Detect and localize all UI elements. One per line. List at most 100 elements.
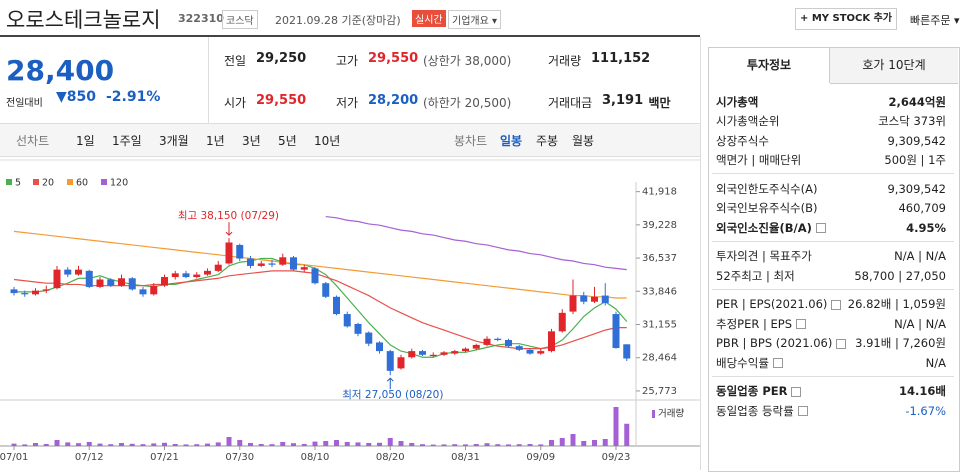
candle-body <box>161 277 168 286</box>
candle-body <box>386 351 394 371</box>
company-label: 기업개요 <box>452 16 489 27</box>
my-stock-button[interactable]: + MY STOCK 추가 <box>795 8 897 30</box>
side-label-wrap: 동일업종 등락률 <box>716 403 808 419</box>
candle-body <box>537 351 545 354</box>
quote-value: 3,191 <box>602 93 644 108</box>
candle-body <box>548 331 555 352</box>
candle-body <box>171 273 179 278</box>
side-label: PER | EPS(2021.06) <box>716 297 828 311</box>
candle-body <box>591 296 598 302</box>
chart-tab[interactable]: 5년 <box>278 134 297 148</box>
candle-body <box>429 354 437 357</box>
side-value: 9,309,542 <box>887 133 946 148</box>
chart-tab[interactable]: 월봉 <box>572 134 595 148</box>
side-row: 외국인소진율(B/A) 4.95% <box>716 218 946 237</box>
volume-bar <box>280 442 286 446</box>
side-label-wrap: 투자의견 | 목표주가 <box>716 248 812 264</box>
volume-bar <box>205 443 210 446</box>
side-label: 외국인보유주식수(B) <box>716 201 818 215</box>
chart-tab[interactable]: 10년 <box>314 134 341 148</box>
quote-label: 시가 <box>224 96 247 110</box>
chart-tab[interactable]: 1년 <box>206 134 225 148</box>
chart-tab[interactable]: 주봉 <box>536 134 559 148</box>
side-label: 동일업종 PER <box>716 384 788 398</box>
change-value: 850 <box>66 89 97 105</box>
candle-body <box>365 332 373 344</box>
side-label: 배당수익률 <box>716 355 769 370</box>
volume-bar <box>151 443 157 446</box>
x-tick-label: 07/21 <box>150 452 179 463</box>
annotation-arrow <box>386 377 394 390</box>
candle-body <box>451 351 459 354</box>
candle-body <box>601 295 609 303</box>
help-icon[interactable] <box>797 406 808 416</box>
volume-bar <box>22 444 28 446</box>
help-icon[interactable] <box>831 299 842 310</box>
side-label: 액면가 | 매매단위 <box>716 153 802 167</box>
candle-body <box>623 344 631 359</box>
candle-body <box>75 269 82 275</box>
chart-tab[interactable]: 3년 <box>242 134 261 148</box>
candle-body <box>268 263 276 265</box>
side-rule <box>712 240 954 242</box>
side-value: N/A | N/A <box>894 316 946 331</box>
help-icon[interactable] <box>815 223 826 233</box>
candle-body <box>247 258 254 266</box>
help-icon[interactable] <box>791 386 802 397</box>
quote-value: 29,250 <box>256 51 307 66</box>
legend-label: 60 <box>76 178 88 189</box>
volume-bar <box>269 444 275 446</box>
volume-bar <box>430 444 436 446</box>
quote-label: 거래대금 <box>548 96 593 110</box>
stock-name: 오로스테크놀로지 <box>6 8 161 32</box>
volume-bar <box>516 444 522 446</box>
side-row: 외국인한도주식수(A) 9,309,542 <box>716 179 946 198</box>
side-row: 상장주식수 9,309,542 <box>716 131 946 150</box>
chart-tab[interactable]: 3개월 <box>159 134 189 148</box>
volume-bar <box>602 439 608 446</box>
quick-order[interactable]: 빠른주문 ▾ <box>910 14 960 27</box>
volume-bar <box>248 443 253 446</box>
side-label-wrap: 액면가 | 매매단위 <box>716 152 801 168</box>
realtime-badge[interactable]: 실시간 <box>412 10 446 27</box>
side-value: 2,644억원 <box>888 94 946 109</box>
company-button[interactable]: 기업개요 ▾ <box>448 10 502 29</box>
side-tab[interactable]: 투자정보 <box>709 48 830 83</box>
side-label: 투자의견 | 목표주가 <box>716 249 812 263</box>
chart-tab[interactable]: 일봉 <box>500 134 523 148</box>
volume-bar <box>377 442 382 446</box>
side-value: N/A <box>925 355 946 370</box>
help-icon[interactable] <box>796 319 807 329</box>
candle-body <box>494 338 502 340</box>
side-label-wrap: 시가총액 <box>716 94 758 110</box>
candle-body <box>462 348 469 352</box>
volume-bar <box>97 443 103 446</box>
side-label: 시가총액 <box>716 94 759 109</box>
candle-body <box>580 295 588 302</box>
side-tab[interactable]: 호가 10단계 <box>830 48 958 84</box>
candle-body <box>300 267 308 270</box>
help-icon[interactable] <box>772 358 783 368</box>
change-label: 전일대비 <box>6 98 43 109</box>
side-row: 배당수익률 N/A <box>716 353 946 372</box>
candle-body <box>311 268 319 284</box>
candle-body <box>290 257 297 270</box>
volume-bar <box>226 437 232 446</box>
volume-bar <box>162 442 167 446</box>
side-row: 52주최고 | 최저 58,700 | 27,050 <box>716 266 946 285</box>
side-value: 코스닥 373위 <box>878 114 946 128</box>
side-label-wrap: 52주최고 | 최저 <box>716 268 795 284</box>
volume-bar <box>355 442 361 446</box>
legend-swatch <box>33 179 39 185</box>
volume-bar <box>183 444 189 446</box>
side-value: N/A | N/A <box>894 249 946 263</box>
y-tick-label: 36,537 <box>642 253 677 264</box>
help-icon[interactable] <box>836 338 847 349</box>
ma-line <box>13 230 627 299</box>
quote-label: 저가 <box>336 96 359 110</box>
volume-bar <box>172 444 178 446</box>
chart-tab[interactable]: 1일 <box>76 134 95 148</box>
quick-order-label: 빠른주문 <box>910 14 951 27</box>
chart-tab[interactable]: 1주일 <box>112 134 142 148</box>
